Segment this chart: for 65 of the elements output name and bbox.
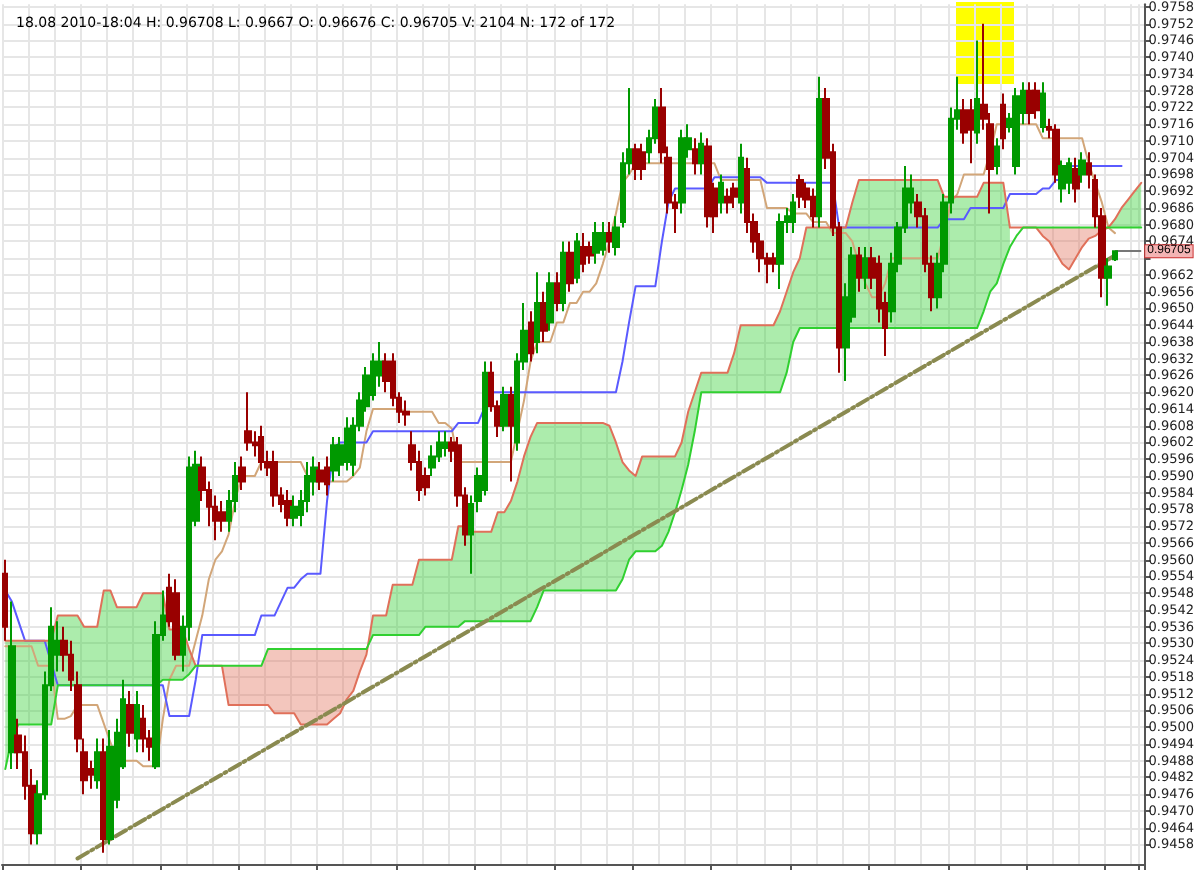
candlestick bbox=[678, 128, 686, 215]
candlestick bbox=[790, 193, 796, 235]
candlestick bbox=[580, 232, 586, 274]
candlestick bbox=[692, 137, 698, 176]
candlestick bbox=[1112, 249, 1118, 263]
candlestick bbox=[316, 461, 324, 491]
candlestick bbox=[1040, 81, 1046, 134]
candlestick bbox=[638, 142, 646, 182]
candlestick bbox=[600, 220, 606, 257]
candlestick bbox=[508, 385, 514, 483]
candlestick bbox=[1066, 156, 1072, 196]
candlestick bbox=[704, 137, 712, 229]
candlestick bbox=[500, 385, 508, 433]
candlestick bbox=[1058, 159, 1066, 204]
candlestick bbox=[1078, 151, 1086, 184]
candlestick bbox=[284, 488, 292, 528]
candlestick bbox=[546, 271, 554, 332]
candlestick bbox=[974, 39, 980, 145]
candlestick bbox=[94, 737, 100, 790]
candlestick bbox=[402, 399, 410, 427]
candlestick bbox=[586, 240, 594, 265]
candlestick bbox=[528, 310, 534, 363]
candlestick bbox=[258, 424, 264, 472]
candlestick bbox=[574, 232, 580, 285]
candlestick bbox=[134, 689, 140, 754]
candlestick bbox=[218, 500, 226, 533]
candlestick bbox=[140, 703, 146, 754]
candlestick bbox=[554, 271, 560, 313]
candlestick bbox=[592, 220, 600, 265]
candlestick bbox=[730, 181, 738, 209]
candlestick bbox=[534, 271, 540, 355]
candlestick bbox=[1032, 81, 1040, 120]
candlestick bbox=[540, 290, 548, 343]
candlestick bbox=[632, 142, 640, 182]
candlestick bbox=[324, 455, 330, 497]
candlestick bbox=[810, 187, 816, 229]
candlestick bbox=[560, 240, 566, 313]
candlestick bbox=[718, 173, 724, 215]
candlestick bbox=[606, 220, 612, 254]
candlestick bbox=[968, 98, 974, 165]
candlestick bbox=[566, 240, 574, 293]
candlestick bbox=[856, 246, 862, 293]
candlestick bbox=[994, 137, 1000, 176]
candlestick bbox=[796, 173, 804, 209]
candlestick bbox=[442, 430, 448, 458]
candlestick bbox=[344, 416, 350, 472]
candlestick bbox=[8, 600, 16, 771]
candlestick bbox=[270, 449, 278, 508]
candlestick bbox=[776, 212, 784, 290]
candlestick bbox=[698, 131, 704, 176]
candlestick bbox=[126, 689, 134, 748]
candlestick bbox=[238, 455, 246, 491]
candlestick bbox=[724, 187, 732, 215]
candlestick bbox=[244, 391, 252, 452]
candlestick bbox=[816, 75, 822, 229]
candlestick bbox=[862, 246, 868, 290]
candlestick bbox=[738, 142, 744, 215]
candlestick bbox=[2, 558, 8, 642]
candlestick bbox=[1052, 123, 1060, 184]
candlestick bbox=[1072, 156, 1080, 204]
candlestick bbox=[1104, 257, 1112, 307]
candlestick bbox=[1000, 92, 1006, 151]
candlestick bbox=[290, 494, 298, 528]
candlestick bbox=[172, 578, 180, 662]
candlestick bbox=[1012, 86, 1020, 176]
